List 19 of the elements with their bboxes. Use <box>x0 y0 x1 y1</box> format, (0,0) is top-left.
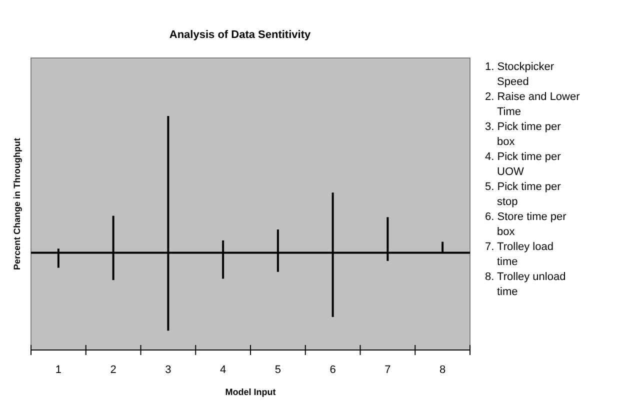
x-tick-label: 8 <box>440 364 446 376</box>
text: 1. Stockpicker Speed <box>485 61 554 88</box>
text: 4. Pick time per UOW <box>485 151 562 178</box>
x-tick-label: 1 <box>55 364 62 376</box>
chart-title: Analysis of Data Sentitivity <box>169 29 312 41</box>
x-axis-title: Model Input <box>225 387 276 397</box>
y-axis-title: Percent Change in Throughput <box>12 138 22 270</box>
text: 2. Raise and Lower Time <box>485 91 580 118</box>
x-tick-label: 6 <box>330 364 336 376</box>
x-tick-label: 7 <box>384 364 391 376</box>
text: 8. Trolley unload time <box>485 271 566 298</box>
x-tick-label: 2 <box>110 364 116 376</box>
text: 3. Pick time per box <box>485 121 562 148</box>
text: 5. Pick time per stop <box>485 181 562 208</box>
x-tick-label: 4 <box>220 364 226 376</box>
text: 6. Store time per box <box>485 211 567 238</box>
x-tick-label: 3 <box>165 364 172 376</box>
text: 7. Trolley load time <box>485 241 554 268</box>
x-tick-label: 5 <box>274 364 281 376</box>
